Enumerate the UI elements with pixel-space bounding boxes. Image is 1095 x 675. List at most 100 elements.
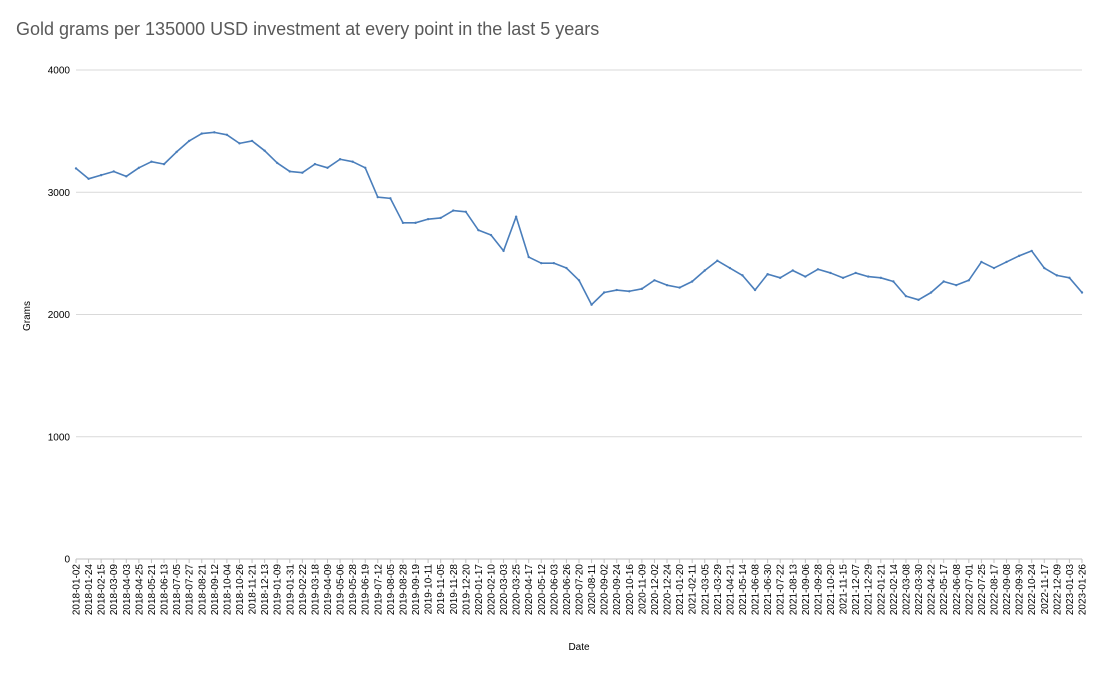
x-tick-label: 2021-02-11 bbox=[688, 564, 699, 615]
x-tick-label: 2023-01-03 bbox=[1065, 564, 1076, 616]
data-point bbox=[602, 291, 606, 294]
data-point bbox=[376, 195, 379, 199]
data-point bbox=[716, 259, 719, 262]
x-tick-label: 2022-12-09 bbox=[1052, 564, 1063, 616]
data-point bbox=[74, 167, 78, 170]
data-point bbox=[854, 271, 857, 275]
data-point bbox=[426, 217, 430, 221]
x-tick-label: 2022-04-22 bbox=[927, 564, 938, 616]
x-tick-label: 2019-08-28 bbox=[398, 564, 409, 616]
data-point bbox=[527, 255, 530, 259]
data-point bbox=[942, 280, 945, 283]
y-tick-label: 1000 bbox=[48, 432, 71, 443]
data-point bbox=[816, 268, 820, 271]
x-tick-label: 2020-06-26 bbox=[562, 564, 573, 616]
x-tick-label: 2021-09-06 bbox=[801, 564, 812, 616]
data-point bbox=[452, 209, 455, 212]
data-point bbox=[904, 294, 908, 298]
x-tick-label: 2021-12-07 bbox=[851, 564, 862, 616]
x-tick-label: 2020-04-17 bbox=[524, 564, 535, 616]
x-tick-label: 2018-08-21 bbox=[197, 564, 208, 616]
data-point bbox=[992, 266, 996, 270]
x-tick-label: 2020-12-24 bbox=[663, 564, 674, 616]
x-tick-label: 2018-11-21 bbox=[248, 564, 259, 615]
x-tick-label: 2020-03-25 bbox=[512, 564, 523, 616]
data-point bbox=[225, 133, 229, 136]
data-point bbox=[276, 161, 279, 165]
x-tick-label: 2022-03-08 bbox=[901, 564, 912, 616]
data-point bbox=[1030, 249, 1033, 253]
data-point bbox=[552, 261, 556, 265]
x-tick-labels: 2018-01-02 2018-01-24 2018-02-15 2018-03-09… bbox=[72, 559, 1089, 615]
data-point bbox=[288, 170, 291, 173]
data-point bbox=[238, 142, 241, 145]
data-point bbox=[439, 216, 442, 220]
data-point bbox=[326, 166, 329, 169]
x-tick-label: 2021-03-29 bbox=[713, 564, 724, 616]
data-point bbox=[791, 269, 794, 272]
x-tick-label: 2021-11-15 bbox=[839, 564, 850, 615]
data-point bbox=[678, 286, 681, 289]
data-point bbox=[728, 266, 732, 270]
y-tick-label: 2000 bbox=[48, 310, 71, 321]
data-point bbox=[703, 269, 706, 272]
data-point bbox=[615, 288, 618, 292]
x-tick-label: 2019-04-09 bbox=[323, 564, 334, 616]
x-tick-label: 2021-04-21 bbox=[725, 564, 736, 616]
data-point bbox=[917, 298, 920, 302]
x-tick-label: 2019-05-06 bbox=[336, 564, 347, 616]
x-tick-label: 2019-07-12 bbox=[373, 564, 384, 616]
data-point bbox=[87, 177, 90, 181]
x-tick-label: 2021-12-29 bbox=[864, 564, 875, 616]
x-tick-label: 2019-11-05 bbox=[436, 564, 447, 615]
x-tick-label: 2021-09-28 bbox=[813, 564, 824, 616]
x-tick-label: 2018-09-12 bbox=[210, 564, 221, 616]
x-tick-label: 2018-05-21 bbox=[147, 564, 158, 616]
data-point bbox=[779, 276, 782, 280]
x-tick-label: 2019-03-18 bbox=[310, 564, 321, 616]
x-tick-label: 2021-08-13 bbox=[788, 564, 799, 616]
x-tick-label: 2021-07-22 bbox=[776, 564, 787, 616]
x-tick-label: 2020-07-20 bbox=[575, 564, 586, 616]
y-tick-label: 4000 bbox=[48, 66, 71, 77]
x-tick-label: 2021-03-05 bbox=[700, 564, 711, 616]
x-tick-label: 2020-11-09 bbox=[637, 564, 648, 615]
x-tick-label: 2020-02-10 bbox=[486, 564, 497, 616]
data-point bbox=[1005, 260, 1008, 264]
x-tick-label: 2018-07-27 bbox=[185, 564, 196, 616]
data-point bbox=[313, 162, 317, 166]
x-tick-label: 2019-01-09 bbox=[273, 564, 284, 616]
x-tick-label: 2022-07-01 bbox=[964, 564, 975, 616]
x-tick-label: 2019-02-22 bbox=[298, 564, 309, 616]
x-tick-label: 2019-08-05 bbox=[386, 564, 397, 616]
data-point bbox=[628, 290, 631, 293]
x-tick-label: 2022-02-14 bbox=[889, 564, 900, 616]
data-point bbox=[980, 260, 983, 264]
x-tick-label: 2020-01-17 bbox=[474, 564, 485, 616]
x-tick-label: 2018-07-05 bbox=[172, 564, 183, 616]
x-tick-label: 2020-06-03 bbox=[549, 564, 560, 616]
data-point bbox=[502, 249, 505, 253]
data-point bbox=[338, 158, 342, 161]
y-tick-label: 0 bbox=[64, 555, 70, 566]
data-point bbox=[590, 303, 593, 306]
data-point bbox=[565, 266, 568, 270]
x-tick-label: 2018-01-24 bbox=[84, 564, 95, 616]
x-tick-label: 2019-05-28 bbox=[348, 564, 359, 616]
x-tick-label: 2018-06-13 bbox=[160, 564, 171, 616]
x-tick-label: 2019-10-11 bbox=[424, 564, 435, 615]
data-point bbox=[125, 175, 128, 178]
data-point bbox=[1068, 276, 1071, 280]
x-tick-label: 2018-10-26 bbox=[235, 564, 246, 616]
data-point bbox=[1017, 254, 1021, 258]
data-point bbox=[804, 275, 807, 278]
data-point bbox=[640, 287, 644, 291]
x-tick-label: 2020-08-11 bbox=[587, 564, 598, 615]
data-point bbox=[389, 197, 392, 200]
data-point bbox=[137, 166, 141, 169]
data-point bbox=[200, 132, 203, 135]
x-tick-label: 2022-11-17 bbox=[1040, 564, 1051, 615]
x-tick-label: 2020-10-16 bbox=[625, 564, 636, 616]
data-point bbox=[741, 274, 744, 277]
